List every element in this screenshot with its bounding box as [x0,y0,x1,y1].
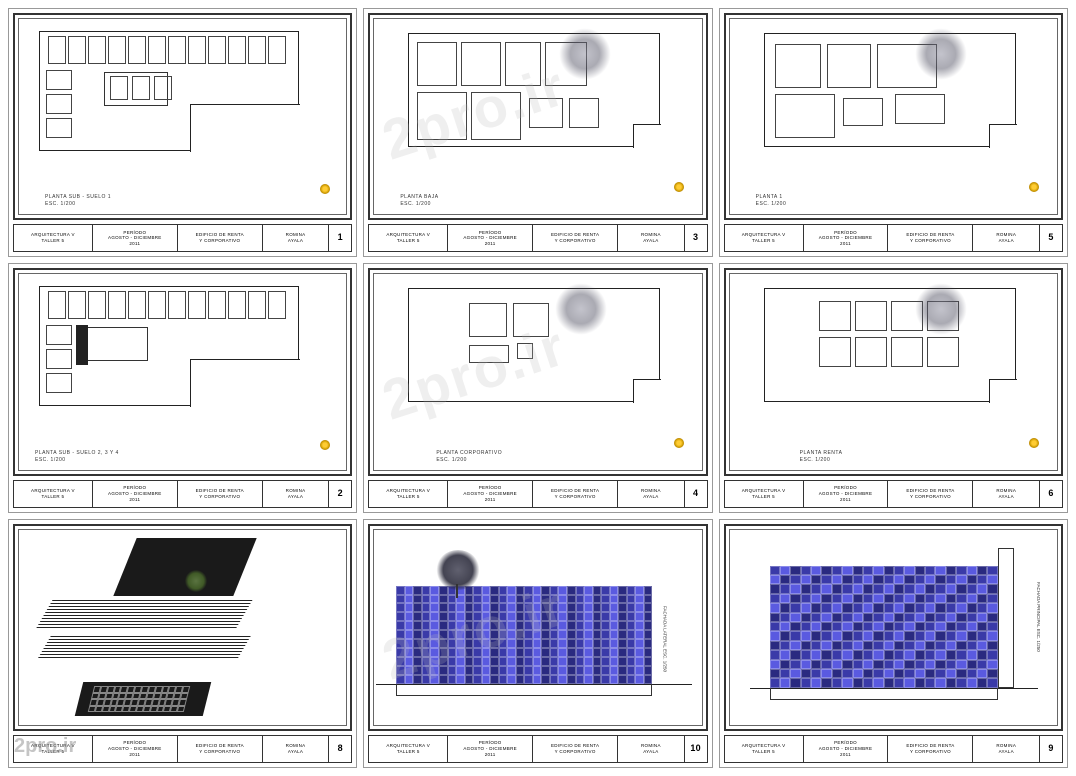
drawing-area: Planta 1Esc. 1/200 [724,13,1063,220]
tb-period: PeríodoAgosto - Diciembre2011 [804,225,889,251]
tb-author: RominaAyala [618,225,685,251]
drawing-area: Fachada Principal Esc. 1/250 [724,524,1063,731]
tb-author: RominaAyala [618,736,685,762]
tb-author: RominaAyala [263,481,330,507]
title-block: Arquitectura VTaller 5 PeríodoAgosto - D… [724,224,1063,252]
tb-project: Arquitectura VTaller 5 [725,736,804,762]
tb-building: Edificio de Rentay Corporativo [888,481,973,507]
tb-author: RominaAyala [973,736,1040,762]
title-block: Arquitectura VTaller 5 PeríodoAgosto - D… [13,224,352,252]
tb-period: PeríodoAgosto - Diciembre2011 [804,736,889,762]
sheet: Planta Sub - Suelo 1Esc. 1/200 Arquitect… [8,8,357,257]
tb-author: RominaAyala [618,481,685,507]
tb-building: Edificio de Rentay Corporativo [888,225,973,251]
tb-project: Arquitectura VTaller 5 [369,481,448,507]
tb-author: RominaAyala [263,736,330,762]
title-block: Arquitectura VTaller 5 PeríodoAgosto - D… [368,480,707,508]
plan-title: Planta Sub - Suelo 2, 3 y 4Esc. 1/200 [35,450,119,464]
sheet-number: 2 [329,481,351,507]
tb-period: PeríodoAgosto - Diciembre2011 [93,225,178,251]
title-block: Arquitectura VTaller 5 PeríodoAgosto - D… [13,480,352,508]
tb-period: PeríodoAgosto - Diciembre2011 [448,225,533,251]
sheet: Fachada Principal Esc. 1/250 Arquitectur… [719,519,1068,768]
sheet-number: 5 [1040,225,1062,251]
tb-author: RominaAyala [263,225,330,251]
sheet-number: 3 [685,225,707,251]
tb-building: Edificio de Rentay Corporativo [533,736,618,762]
sheet: Planta CorporativoEsc. 1/200 Arquitectur… [363,263,712,512]
facade-label: Fachada Principal Esc. 1/250 [1036,582,1041,652]
sheet-number: 8 [329,736,351,762]
tb-period: PeríodoAgosto - Diciembre2011 [93,481,178,507]
drawing-area [13,524,352,731]
sheet-number: 1 [329,225,351,251]
sheet-number: 6 [1040,481,1062,507]
plan-title: Planta Sub - Suelo 1Esc. 1/200 [45,194,111,208]
tb-building: Edificio de Rentay Corporativo [888,736,973,762]
tb-author: RominaAyala [973,481,1040,507]
title-block: Arquitectura VTaller 5 PeríodoAgosto - D… [724,480,1063,508]
tb-project: Arquitectura VTaller 5 [14,225,93,251]
tb-period: PeríodoAgosto - Diciembre2011 [448,736,533,762]
tb-project: Arquitectura VTaller 5 [369,225,448,251]
sheet-number: 4 [685,481,707,507]
compass-icon [320,440,330,450]
sheet: Planta RentaEsc. 1/200 Arquitectura VTal… [719,263,1068,512]
title-block: Arquitectura VTaller 5 PeríodoAgosto - D… [368,224,707,252]
tb-building: Edificio de Rentay Corporativo [533,225,618,251]
tb-building: Edificio de Rentay Corporativo [178,481,263,507]
tb-period: PeríodoAgosto - Diciembre2011 [93,736,178,762]
compass-icon [1029,438,1039,448]
title-block: Arquitectura VTaller 5 PeríodoAgosto - D… [724,735,1063,763]
drawing-area: Planta RentaEsc. 1/200 [724,268,1063,475]
plan-title: Planta CorporativoEsc. 1/200 [436,450,502,464]
watermark-corner: 2pro.ir [14,735,76,758]
sheet: Arquitectura VTaller 5 PeríodoAgosto - D… [8,519,357,768]
drawing-area: Planta BajaEsc. 1/200 [368,13,707,220]
facade-label: Fachada Lateral Esc. 1/250 [663,606,668,672]
tb-project: Arquitectura VTaller 5 [14,481,93,507]
compass-icon [674,438,684,448]
sheet-grid: Planta Sub - Suelo 1Esc. 1/200 Arquitect… [0,0,1076,776]
compass-icon [674,182,684,192]
title-block: Arquitectura VTaller 5 PeríodoAgosto - D… [368,735,707,763]
plan-title: Planta RentaEsc. 1/200 [800,450,843,464]
plan-title: Planta BajaEsc. 1/200 [400,194,438,208]
tb-author: RominaAyala [973,225,1040,251]
drawing-area: Planta Sub - Suelo 2, 3 y 4Esc. 1/200 [13,268,352,475]
drawing-area: Fachada Lateral Esc. 1/250 [368,524,707,731]
tb-project: Arquitectura VTaller 5 [725,225,804,251]
drawing-area: Planta Sub - Suelo 1Esc. 1/200 [13,13,352,220]
sheet-number: 9 [1040,736,1062,762]
tb-project: Arquitectura VTaller 5 [369,736,448,762]
tb-building: Edificio de Rentay Corporativo [178,736,263,762]
tb-project: Arquitectura VTaller 5 [725,481,804,507]
tb-period: PeríodoAgosto - Diciembre2011 [804,481,889,507]
tb-period: PeríodoAgosto - Diciembre2011 [448,481,533,507]
sheet: Planta Sub - Suelo 2, 3 y 4Esc. 1/200 Ar… [8,263,357,512]
sheet: Planta BajaEsc. 1/200 Arquitectura VTall… [363,8,712,257]
sheet-number: 10 [685,736,707,762]
sheet: Planta 1Esc. 1/200 Arquitectura VTaller … [719,8,1068,257]
sheet: Fachada Lateral Esc. 1/250 Arquitectura … [363,519,712,768]
drawing-area: Planta CorporativoEsc. 1/200 [368,268,707,475]
tb-building: Edificio de Rentay Corporativo [533,481,618,507]
plan-title: Planta 1Esc. 1/200 [756,194,787,208]
tb-building: Edificio de Rentay Corporativo [178,225,263,251]
